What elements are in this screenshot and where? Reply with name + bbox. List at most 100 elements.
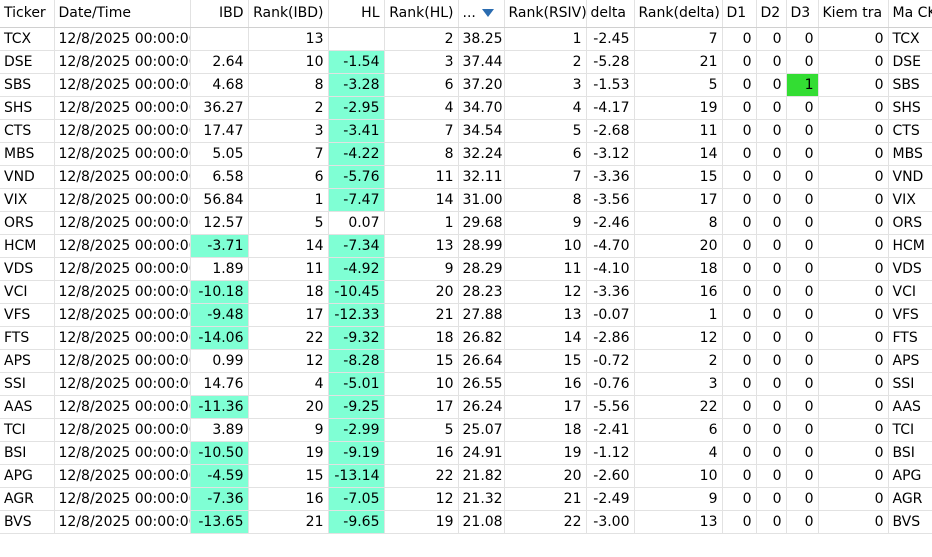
- cell-d2[interactable]: 0: [756, 165, 787, 189]
- cell-delta[interactable]: -3.00: [586, 510, 635, 534]
- column-header-rank-hl[interactable]: Rank(HL): [384, 0, 459, 28]
- cell-d2[interactable]: 0: [756, 487, 787, 511]
- cell-rsiv[interactable]: 26.55: [458, 372, 505, 396]
- cell-ma-ck[interactable]: SSI: [888, 372, 932, 396]
- cell-ibd[interactable]: 4.68: [190, 73, 249, 97]
- column-header-rank-delta[interactable]: Rank(delta): [634, 0, 723, 28]
- cell-rank-ibd[interactable]: 14: [248, 234, 329, 258]
- cell-d1[interactable]: 0: [722, 395, 757, 419]
- cell-datetime[interactable]: 12/8/2025 00:00:00: [54, 372, 191, 396]
- cell-rank-rsiv[interactable]: 9: [504, 211, 587, 235]
- column-header-kiem-tra[interactable]: Kiem tra: [818, 0, 889, 28]
- cell-rank-rsiv[interactable]: 22: [504, 510, 587, 534]
- cell-rank-ibd[interactable]: 1: [248, 188, 329, 212]
- cell-d3[interactable]: 0: [786, 395, 819, 419]
- cell-rank-delta[interactable]: 12: [634, 326, 723, 350]
- cell-d1[interactable]: 0: [722, 349, 757, 373]
- cell-rank-rsiv[interactable]: 13: [504, 303, 587, 327]
- cell-d2[interactable]: 0: [756, 188, 787, 212]
- cell-rsiv[interactable]: 28.23: [458, 280, 505, 304]
- column-header-ma-ck[interactable]: Ma CK: [888, 0, 932, 28]
- cell-ibd[interactable]: -11.36: [190, 395, 249, 419]
- cell-rank-hl[interactable]: 15: [384, 349, 459, 373]
- cell-d1[interactable]: 0: [722, 257, 757, 281]
- cell-datetime[interactable]: 12/8/2025 00:00:00: [54, 257, 191, 281]
- cell-ibd[interactable]: -7.36: [190, 487, 249, 511]
- cell-ticker[interactable]: BVS: [0, 510, 55, 534]
- table-row[interactable]: BVS 12/8/2025 00:00:00 -13.65 21 -9.65 19 21.0…: [0, 510, 932, 534]
- cell-d2[interactable]: 0: [756, 349, 787, 373]
- cell-d1[interactable]: 0: [722, 96, 757, 120]
- cell-kiem-tra[interactable]: 0: [818, 142, 889, 166]
- cell-hl[interactable]: -8.28: [328, 349, 385, 373]
- cell-kiem-tra[interactable]: 0: [818, 280, 889, 304]
- cell-d2[interactable]: 0: [756, 464, 787, 488]
- cell-rank-rsiv[interactable]: 16: [504, 372, 587, 396]
- cell-ma-ck[interactable]: TCX: [888, 27, 932, 51]
- cell-rank-delta[interactable]: 20: [634, 234, 723, 258]
- cell-delta[interactable]: -2.46: [586, 211, 635, 235]
- cell-ticker[interactable]: AAS: [0, 395, 55, 419]
- cell-datetime[interactable]: 12/8/2025 00:00:00: [54, 142, 191, 166]
- cell-rank-delta[interactable]: 19: [634, 96, 723, 120]
- cell-ticker[interactable]: VDS: [0, 257, 55, 281]
- cell-ibd[interactable]: 3.89: [190, 418, 249, 442]
- cell-kiem-tra[interactable]: 0: [818, 303, 889, 327]
- cell-kiem-tra[interactable]: 0: [818, 96, 889, 120]
- cell-ibd[interactable]: -3.71: [190, 234, 249, 258]
- cell-d1[interactable]: 0: [722, 441, 757, 465]
- table-row[interactable]: MBS 12/8/2025 00:00:00 5.05 7 -4.22 8 32.24 6 -3…: [0, 142, 932, 166]
- cell-rank-hl[interactable]: 8: [384, 142, 459, 166]
- cell-kiem-tra[interactable]: 0: [818, 372, 889, 396]
- cell-rank-delta[interactable]: 13: [634, 510, 723, 534]
- cell-ibd[interactable]: 36.27: [190, 96, 249, 120]
- cell-rsiv[interactable]: 26.24: [458, 395, 505, 419]
- cell-ticker[interactable]: AGR: [0, 487, 55, 511]
- cell-datetime[interactable]: 12/8/2025 00:00:00: [54, 50, 191, 74]
- cell-rank-rsiv[interactable]: 15: [504, 349, 587, 373]
- cell-d3[interactable]: 0: [786, 349, 819, 373]
- cell-rank-ibd[interactable]: 9: [248, 418, 329, 442]
- cell-d3[interactable]: 0: [786, 234, 819, 258]
- cell-delta[interactable]: -0.07: [586, 303, 635, 327]
- cell-rank-hl[interactable]: 22: [384, 464, 459, 488]
- cell-rank-hl[interactable]: 2: [384, 27, 459, 51]
- cell-ma-ck[interactable]: FTS: [888, 326, 932, 350]
- cell-ticker[interactable]: DSE: [0, 50, 55, 74]
- cell-ibd[interactable]: -4.59: [190, 464, 249, 488]
- cell-datetime[interactable]: 12/8/2025 00:00:00: [54, 280, 191, 304]
- column-header-ticker[interactable]: Ticker: [0, 0, 55, 28]
- cell-rank-rsiv[interactable]: 4: [504, 96, 587, 120]
- cell-datetime[interactable]: 12/8/2025 00:00:00: [54, 119, 191, 143]
- cell-kiem-tra[interactable]: 0: [818, 234, 889, 258]
- cell-ibd[interactable]: 6.58: [190, 165, 249, 189]
- cell-hl[interactable]: -5.01: [328, 372, 385, 396]
- cell-ma-ck[interactable]: VIX: [888, 188, 932, 212]
- cell-ma-ck[interactable]: BVS: [888, 510, 932, 534]
- cell-kiem-tra[interactable]: 0: [818, 211, 889, 235]
- cell-rank-rsiv[interactable]: 12: [504, 280, 587, 304]
- cell-datetime[interactable]: 12/8/2025 00:00:00: [54, 441, 191, 465]
- cell-rank-ibd[interactable]: 7: [248, 142, 329, 166]
- cell-rank-ibd[interactable]: 2: [248, 96, 329, 120]
- cell-ma-ck[interactable]: AGR: [888, 487, 932, 511]
- cell-ticker[interactable]: BSI: [0, 441, 55, 465]
- sort-descending-icon[interactable]: [481, 9, 494, 18]
- column-header-d3[interactable]: D3: [786, 0, 819, 28]
- cell-rank-rsiv[interactable]: 8: [504, 188, 587, 212]
- cell-ticker[interactable]: MBS: [0, 142, 55, 166]
- cell-rsiv[interactable]: 29.68: [458, 211, 505, 235]
- cell-hl[interactable]: -9.25: [328, 395, 385, 419]
- cell-datetime[interactable]: 12/8/2025 00:00:00: [54, 234, 191, 258]
- cell-delta[interactable]: -1.53: [586, 73, 635, 97]
- cell-hl[interactable]: -9.32: [328, 326, 385, 350]
- cell-delta[interactable]: -3.12: [586, 142, 635, 166]
- cell-delta[interactable]: -2.45: [586, 27, 635, 51]
- cell-rank-ibd[interactable]: 13: [248, 27, 329, 51]
- cell-ibd[interactable]: -10.50: [190, 441, 249, 465]
- cell-rank-ibd[interactable]: 6: [248, 165, 329, 189]
- cell-ticker[interactable]: SBS: [0, 73, 55, 97]
- cell-rank-hl[interactable]: 5: [384, 418, 459, 442]
- cell-ibd[interactable]: 14.76: [190, 372, 249, 396]
- cell-rsiv[interactable]: 32.11: [458, 165, 505, 189]
